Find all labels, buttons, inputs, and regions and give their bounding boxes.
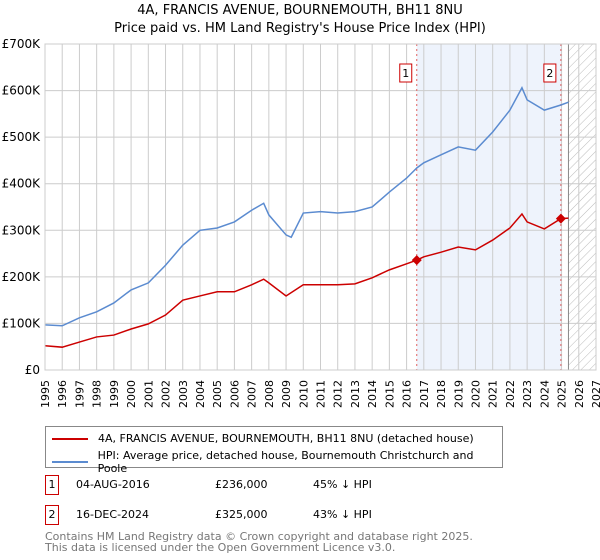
y-tick-label: £600K (2, 84, 42, 98)
x-tick-label: 2018 (435, 380, 448, 408)
series-line (44, 86, 569, 327)
y-tick-label: £0 (25, 363, 40, 377)
x-tick-label: 2012 (332, 380, 345, 408)
future-hatch (568, 44, 596, 370)
sale-marker-label: 2 (546, 67, 553, 80)
y-tick-label: £100K (2, 316, 42, 330)
x-tick-label: 2015 (383, 380, 396, 408)
series-line (44, 212, 569, 348)
x-tick-label: 2020 (469, 380, 482, 408)
x-tick-label: 1995 (39, 380, 52, 408)
chart-title: 4A, FRANCIS AVENUE, BOURNEMOUTH, BH11 8N… (137, 3, 463, 18)
x-tick-label: 2000 (125, 380, 138, 408)
x-tick-label: 2022 (504, 380, 517, 408)
x-tick-label: 2010 (297, 380, 310, 408)
price-chart: 1995 1996 1997 1998 1999 2000 2001 2002 2003 2004… (2, 37, 600, 408)
sale-date: 04-AUG-2016 (76, 478, 150, 491)
x-tick-label: 2001 (142, 380, 155, 408)
x-tick-label: 2019 (452, 380, 465, 408)
sale-row: 1 04-AUG-2016 £236,000 45% ↓ HPI (45, 475, 445, 495)
x-tick-label: 2009 (280, 380, 293, 408)
legend-label-hpi: HPI: Average price, detached house, Bour… (97, 449, 474, 475)
x-tick-label: 2023 (521, 380, 534, 408)
legend-swatch-hpi (52, 461, 88, 463)
x-tick-label: 2017 (418, 380, 431, 408)
x-tick-label: 2011 (315, 380, 328, 408)
x-tick-label: 2021 (487, 380, 500, 408)
sale-price: £325,000 (215, 508, 268, 521)
x-tick-label: 2006 (228, 380, 241, 408)
sale-marker-badge (399, 63, 413, 83)
x-tick-label: 1997 (73, 380, 86, 408)
x-tick-label: 2016 (401, 380, 414, 408)
x-tick-label: 1996 (56, 380, 69, 408)
y-tick-label: £200K (2, 270, 42, 284)
legend-label-property: 4A, FRANCIS AVENUE, BOURNEMOUTH, BH11 8N… (98, 432, 474, 445)
legend: 4A, FRANCIS AVENUE, BOURNEMOUTH, BH11 8N… (45, 426, 503, 475)
sale-badge: 1 (45, 475, 59, 495)
y-tick-label: £300K (2, 223, 42, 237)
sale-badge: 2 (45, 505, 59, 525)
chart-subtitle: Price paid vs. HM Land Registry's House … (114, 21, 486, 36)
x-tick-label: 2027 (590, 380, 600, 408)
sale-marker-badge (543, 63, 557, 83)
x-tick-label: 2005 (211, 380, 224, 408)
sale-row: 2 16-DEC-2024 £325,000 43% ↓ HPI (45, 505, 445, 525)
x-tick-label: 2013 (349, 380, 362, 408)
footer-line: This data is licensed under the Open Gov… (45, 541, 396, 554)
sale-price: £236,000 (215, 478, 268, 491)
footer: Contains HM Land Registry data © Crown c… (45, 531, 473, 553)
plot-border (44, 43, 597, 371)
x-tick-label: 2002 (160, 380, 173, 408)
sale-point (555, 213, 566, 224)
x-tick-label: 2025 (556, 380, 569, 408)
sale-hpi-diff: 45% ↓ HPI (313, 478, 372, 491)
x-tick-label: 2024 (538, 380, 551, 408)
x-tick-label: 2007 (246, 380, 259, 408)
x-tick-label: 2003 (177, 380, 190, 408)
y-tick-label: £700K (2, 37, 42, 51)
legend-swatch-property (52, 437, 88, 440)
x-tick-label: 1998 (91, 380, 104, 408)
x-tick-label: 2014 (366, 380, 379, 408)
sale-point (411, 255, 422, 266)
y-tick-label: £400K (2, 177, 42, 191)
sale-hpi-diff: 43% ↓ HPI (313, 508, 372, 521)
x-tick-label: 1999 (108, 380, 121, 408)
sale-marker-label: 1 (402, 67, 409, 80)
period-shading (416, 44, 561, 370)
y-tick-label: £500K (2, 130, 42, 144)
x-tick-label: 2008 (263, 380, 276, 408)
x-tick-label: 2026 (573, 380, 586, 408)
footer-line: Contains HM Land Registry data © Crown c… (45, 530, 473, 543)
x-tick-label: 2004 (194, 380, 207, 408)
sale-date: 16-DEC-2024 (76, 508, 150, 521)
